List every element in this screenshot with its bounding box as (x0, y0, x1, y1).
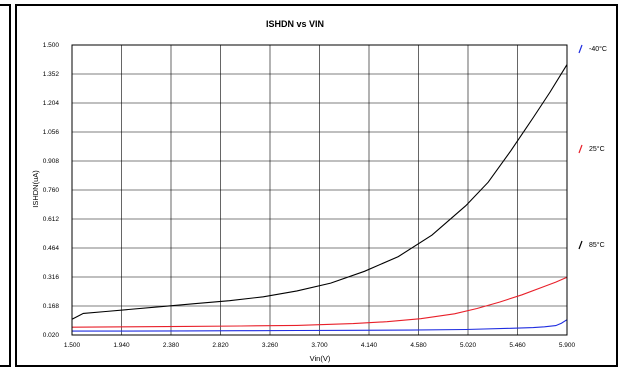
legend-label: 85°C (589, 241, 605, 249)
x-tick-label: 3.260 (262, 342, 279, 349)
x-tick-label: 5.460 (509, 342, 526, 349)
y-tick-label: 0.612 (43, 216, 60, 223)
x-tick-label: 5.020 (460, 342, 477, 349)
y-tick-label: 1.500 (43, 42, 60, 49)
x-tick-labels: 1.500 1.940 2.380 2.820 3.260 3.700 4.140 4.580… (64, 342, 576, 349)
series-line (72, 319, 568, 332)
series-group (71, 64, 568, 332)
x-tick-label: 4.140 (361, 342, 378, 349)
y-axis-label: ISHDN(uA) (31, 170, 40, 208)
y-tick-label: 0.760 (43, 187, 60, 194)
x-tick-label: 2.820 (212, 342, 229, 349)
y-tick-label: 0.020 (43, 332, 60, 339)
legend: -40°C 25°C 85°C (578, 44, 607, 250)
x-tick-label: 1.940 (113, 342, 130, 349)
y-tick-label: 0.908 (43, 158, 60, 165)
y-tick-labels: 0.020 0.168 0.316 0.464 0.612 0.760 0.908 1.056… (43, 42, 60, 339)
x-tick-label: 3.700 (311, 342, 328, 349)
chart-title: ISHDN vs VIN (266, 19, 324, 29)
legend-label: 25°C (589, 145, 605, 153)
y-tick-label: 1.056 (43, 129, 60, 136)
x-axis-label: Vin(V) (310, 354, 331, 363)
left-panel-frame (0, 4, 11, 367)
series-line (71, 276, 568, 328)
series-line (71, 64, 568, 320)
x-tick-label: 1.500 (64, 342, 81, 349)
legend-swatch (578, 240, 583, 250)
chart-frame (15, 4, 618, 367)
y-tick-label: 0.316 (43, 274, 60, 281)
y-tick-label: 0.464 (43, 245, 60, 252)
y-tick-label: 0.168 (43, 303, 60, 310)
y-tick-label: 1.352 (43, 71, 60, 78)
x-tick-label: 2.380 (163, 342, 180, 349)
legend-swatch (578, 144, 583, 154)
legend-swatch (578, 44, 583, 54)
x-tick-label: 5.900 (559, 342, 576, 349)
grid (71, 44, 568, 336)
plot-border (71, 44, 568, 336)
x-tick-label: 4.580 (410, 342, 427, 349)
y-tick-label: 1.204 (43, 100, 60, 107)
legend-label: -40°C (589, 45, 607, 53)
